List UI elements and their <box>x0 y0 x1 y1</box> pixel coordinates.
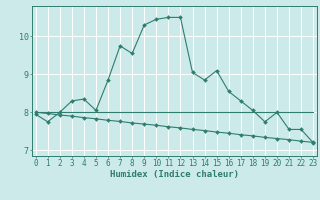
X-axis label: Humidex (Indice chaleur): Humidex (Indice chaleur) <box>110 170 239 179</box>
